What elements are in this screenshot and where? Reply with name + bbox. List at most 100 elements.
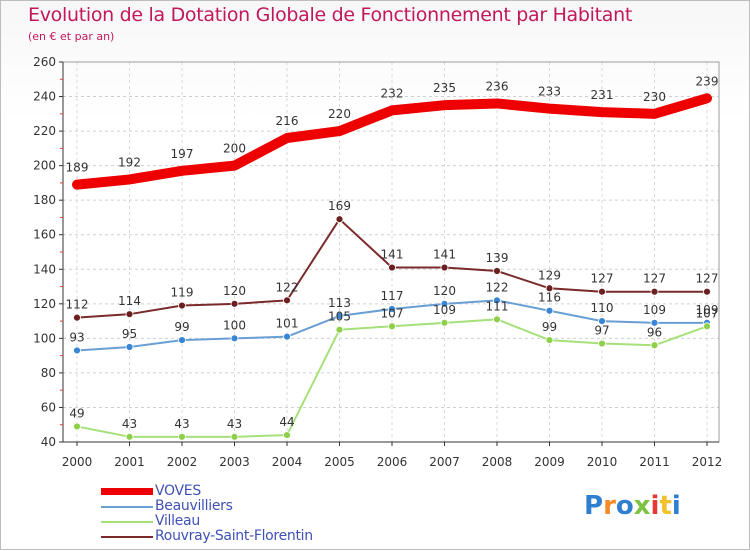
data-label: 127 [696,272,719,286]
data-point-rouvray-saint-florentin [178,301,186,310]
data-label: 169 [328,199,351,213]
brand-letter: o [615,491,634,521]
data-label: 101 [276,317,299,331]
x-tick-label: 2008 [482,455,513,469]
legend-label: VOVES [155,483,201,499]
data-label: 105 [328,310,351,324]
data-point-rouvray-saint-florentin [440,263,449,272]
data-label: 220 [328,107,351,121]
data-label: 100 [223,318,246,332]
data-point-villeau [440,318,449,327]
data-point-beauvilliers [440,299,449,308]
data-label: 96 [647,325,662,339]
chart-title: Evolution de la Dotation Globale de Fonc… [28,4,633,26]
x-tick-label: 2000 [62,455,93,469]
brand-letter: i [650,491,660,521]
brand-logo: Proxiti [584,491,681,521]
data-label: 197 [171,147,194,161]
data-label: 231 [591,88,614,102]
data-label: 235 [433,81,456,95]
data-label: 236 [486,79,509,93]
data-point-villeau [230,432,239,441]
x-tick-label: 2011 [639,455,670,469]
data-point-villeau [73,422,81,431]
data-label: 200 [223,142,246,156]
legend-swatch [101,536,153,538]
data-point-beauvilliers [73,346,81,355]
data-point-rouvray-saint-florentin [73,313,81,322]
data-point-rouvray-saint-florentin [598,287,606,296]
data-point-villeau [703,322,711,331]
data-label: 109 [433,303,456,317]
series-line-voves [72,93,712,190]
data-label: 107 [381,306,404,320]
y-tick-label: 180 [33,193,56,207]
x-tick-label: 2012 [692,455,723,469]
data-label: 230 [643,90,666,104]
data-point-beauvilliers [125,343,134,351]
y-tick-label: 260 [33,55,56,69]
data-point-beauvilliers [178,336,186,344]
data-point-rouvray-saint-florentin [545,284,554,293]
data-point-rouvray-saint-florentin [125,310,134,319]
data-point-villeau [283,431,291,439]
data-point-rouvray-saint-florentin [493,267,501,275]
data-label: 127 [643,272,666,286]
x-tick-label: 2001 [114,455,145,469]
x-tick-label: 2006 [377,455,408,469]
data-point-beauvilliers [335,312,344,320]
brand-letter: x [633,491,651,521]
legend-label: Villeau [155,513,200,529]
data-point-rouvray-saint-florentin [388,263,396,272]
data-label: 109 [696,303,719,317]
data-label: 232 [381,86,404,100]
data-point-beauvilliers [650,318,659,327]
y-tick-label: 240 [33,90,56,104]
series-line-villeau [76,318,708,438]
y-tick-label: 160 [33,228,56,242]
data-label: 141 [433,248,456,262]
data-point-villeau [178,432,186,441]
data-point-rouvray-saint-florentin [283,296,291,305]
y-tick-label: 100 [33,331,56,345]
data-point-villeau [545,336,554,344]
data-label: 117 [381,289,404,303]
y-tick-label: 200 [33,159,56,173]
data-label: 43 [174,417,189,431]
data-label: 49 [69,406,84,420]
data-label: 44 [279,415,294,429]
brand-letter: r [603,491,616,521]
data-label: 239 [696,74,719,88]
brand-letter: i [671,491,681,521]
data-label: 116 [538,291,561,305]
data-label: 110 [591,301,614,315]
data-point-villeau [125,432,134,441]
data-label: 43 [122,417,137,431]
data-point-villeau [598,339,606,348]
data-point-rouvray-saint-florentin [650,287,659,296]
legend-swatch [101,506,153,508]
data-label: 119 [171,286,194,300]
data-label: 107 [696,306,719,320]
data-point-beauvilliers [493,296,501,305]
data-label: 127 [591,272,614,286]
chart-subtitle: (en € et par an) [28,30,115,43]
data-label: 141 [381,248,404,262]
data-point-rouvray-saint-florentin [703,287,711,296]
data-label: 111 [486,299,509,313]
x-tick-label: 2004 [272,455,303,469]
x-tick-label: 2003 [219,455,250,469]
x-tick-label: 2009 [534,455,565,469]
data-label: 233 [538,85,561,99]
data-point-beauvilliers [545,306,554,315]
y-tick-label: 120 [33,297,56,311]
data-label: 139 [486,251,509,265]
y-tick-label: 80 [41,366,56,380]
x-tick-label: 2010 [587,455,618,469]
data-label: 109 [643,303,666,317]
data-point-villeau [388,322,396,331]
data-label: 192 [118,155,141,169]
data-point-villeau [335,325,344,334]
